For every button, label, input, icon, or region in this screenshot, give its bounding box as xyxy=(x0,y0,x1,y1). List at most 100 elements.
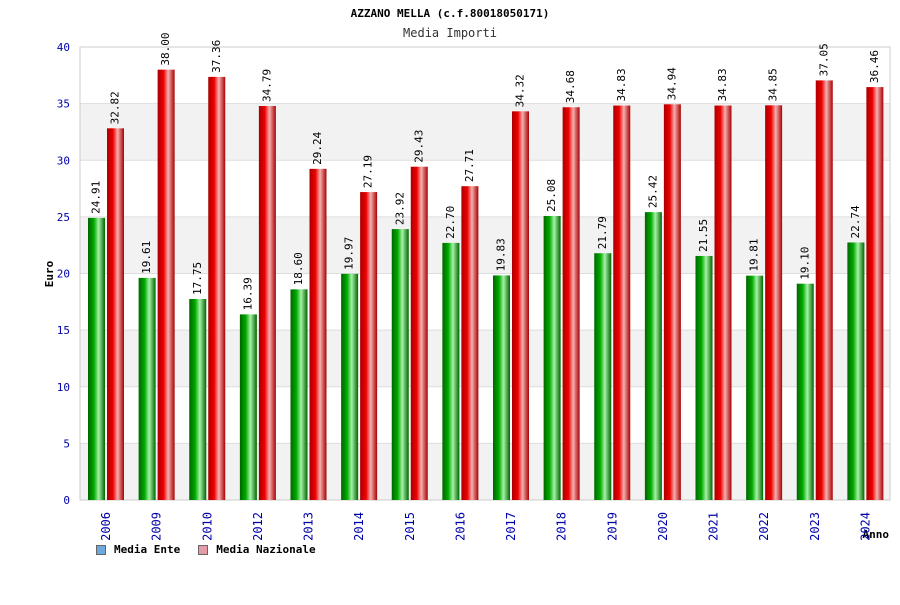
data-label-media-nazionale: 34.68 xyxy=(564,70,577,103)
y-tick-label: 40 xyxy=(57,41,70,54)
bar-media-nazionale xyxy=(208,76,226,500)
y-tick-label: 15 xyxy=(57,324,70,337)
legend-label-nazionale: Media Nazionale xyxy=(216,543,316,556)
plot-frame xyxy=(79,46,891,501)
x-tick-label: 2022 xyxy=(757,512,771,541)
bar-media-ente xyxy=(796,283,814,500)
bar-media-nazionale xyxy=(512,111,529,501)
y-tick-label: 0 xyxy=(63,494,70,507)
data-label-media-ente: 19.61 xyxy=(140,241,153,274)
bar-media-nazionale xyxy=(461,186,479,500)
data-label-media-nazionale: 29.43 xyxy=(412,130,425,163)
chart-title: AZZANO MELLA (c.f.80018050171) xyxy=(351,7,550,20)
bar-media-ente xyxy=(341,273,359,500)
x-tick-label: 2017 xyxy=(504,512,518,541)
data-label-media-nazionale: 32.82 xyxy=(109,91,122,124)
data-label-media-nazionale: 34.83 xyxy=(615,68,628,101)
bar-media-ente xyxy=(442,242,460,501)
data-label-media-nazionale: 38.00 xyxy=(159,33,172,66)
bar-media-nazionale xyxy=(258,106,276,501)
data-label-media-ente: 21.79 xyxy=(596,216,609,249)
data-label-media-nazionale: 37.36 xyxy=(210,40,223,73)
x-tick-label: 2024 xyxy=(858,512,872,541)
data-label-media-nazionale: 34.32 xyxy=(514,74,527,107)
bar-media-nazionale xyxy=(815,80,833,500)
y-tick-label: 10 xyxy=(57,381,70,394)
bar-media-ente xyxy=(644,212,662,500)
data-label-media-ente: 19.10 xyxy=(798,247,811,280)
data-label-media-ente: 22.74 xyxy=(849,205,862,238)
data-label-media-ente: 19.97 xyxy=(343,237,356,270)
x-tick-label: 2015 xyxy=(403,512,417,541)
x-tick-label: 2021 xyxy=(707,512,721,541)
bar-media-nazionale xyxy=(562,107,580,501)
x-tick-label: 2023 xyxy=(808,512,822,541)
bar-media-ente xyxy=(594,253,612,500)
bar-media-nazionale xyxy=(309,168,327,500)
y-tick-label: 35 xyxy=(57,98,70,111)
data-label-media-nazionale: 27.19 xyxy=(362,155,375,188)
x-axis-label: Anno xyxy=(863,528,890,541)
bar-media-ente xyxy=(290,289,308,500)
data-label-media-ente: 21.55 xyxy=(697,219,710,252)
bar-media-nazionale xyxy=(613,105,631,501)
data-label-media-ente: 22.70 xyxy=(444,206,457,239)
x-tick-label: 2019 xyxy=(605,512,619,541)
x-tick-label: 2014 xyxy=(352,512,366,541)
x-tick-label: 2010 xyxy=(200,512,214,541)
y-axis-label: Euro xyxy=(43,260,56,287)
data-label-media-nazionale: 29.24 xyxy=(311,131,324,164)
x-tick-label: 2009 xyxy=(150,512,164,541)
x-tick-label: 2012 xyxy=(251,512,265,541)
data-label-media-ente: 19.83 xyxy=(495,238,508,271)
y-tick-label: 20 xyxy=(57,268,70,281)
data-label-media-ente: 25.42 xyxy=(646,175,659,208)
legend-item-ente: Media Ente xyxy=(96,543,180,556)
bar-media-nazionale xyxy=(663,104,681,500)
bar-media-ente xyxy=(138,277,156,500)
bar-media-nazionale xyxy=(360,192,378,501)
bar-media-ente xyxy=(543,215,561,500)
bar-media-nazionale xyxy=(107,128,124,500)
y-tick-label: 25 xyxy=(57,211,70,224)
data-label-media-nazionale: 34.83 xyxy=(716,68,729,101)
data-label-media-nazionale: 37.05 xyxy=(817,43,830,76)
x-tick-label: 2020 xyxy=(656,512,670,541)
data-label-media-ente: 24.91 xyxy=(90,181,103,214)
legend-label-ente: Media Ente xyxy=(114,543,181,556)
data-label-media-nazionale: 36.46 xyxy=(868,50,881,83)
legend: Media Ente Media Nazionale xyxy=(96,543,316,556)
bar-media-nazionale xyxy=(157,69,175,501)
x-tick-label: 2013 xyxy=(302,512,316,541)
legend-item-nazionale: Media Nazionale xyxy=(198,543,316,556)
legend-swatch-ente xyxy=(96,544,106,555)
bar-media-nazionale xyxy=(714,105,732,501)
bar-media-ente xyxy=(746,275,764,500)
bar-media-ente xyxy=(695,255,713,500)
legend-swatch-nazionale xyxy=(198,544,209,555)
x-tick-label: 2016 xyxy=(453,512,467,541)
bar-media-ente xyxy=(847,242,865,501)
data-label-media-nazionale: 27.71 xyxy=(463,149,476,182)
data-label-media-ente: 16.39 xyxy=(241,277,254,310)
data-label-media-nazionale: 34.79 xyxy=(260,69,273,102)
bar-media-ente xyxy=(88,217,105,500)
bar-media-ente xyxy=(493,275,510,500)
data-label-media-nazionale: 34.85 xyxy=(767,68,780,101)
data-label-media-ente: 25.08 xyxy=(545,179,558,212)
data-label-media-ente: 19.81 xyxy=(748,239,761,272)
data-label-media-ente: 18.60 xyxy=(292,252,305,285)
bar-media-ente xyxy=(189,298,207,500)
y-tick-label: 5 xyxy=(63,437,70,450)
bar-media-nazionale xyxy=(410,166,428,500)
data-label-media-ente: 23.92 xyxy=(393,192,406,225)
data-label-media-ente: 17.75 xyxy=(191,262,204,295)
data-label-media-nazionale: 34.94 xyxy=(665,67,678,100)
x-tick-label: 2006 xyxy=(99,512,113,541)
bar-media-ente xyxy=(391,229,409,500)
x-tick-label: 2018 xyxy=(555,512,569,541)
chart-subtitle: Media Importi xyxy=(403,26,497,40)
bar-media-ente xyxy=(239,314,257,500)
